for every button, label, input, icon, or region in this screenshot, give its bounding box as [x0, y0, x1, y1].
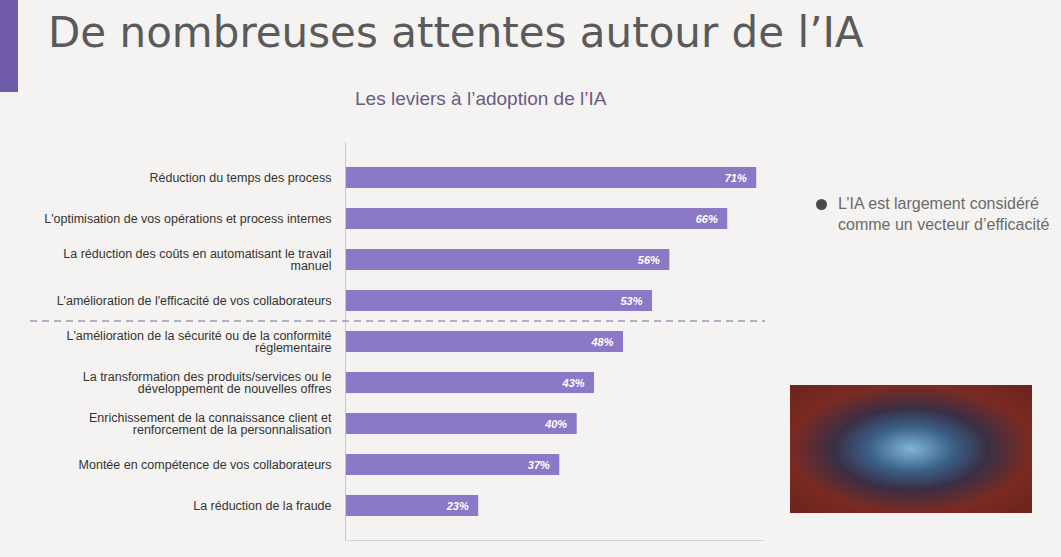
html-text:De nombreuses attentes autour: De nombreuses attentes autour de l’IA	[48, 8, 864, 57]
svg-text:48%: 48%	[590, 336, 613, 348]
svg-text:23%: 23%	[446, 500, 469, 512]
svg-text:L'optimisation de vos opératio: L'optimisation de vos opérations et proc…	[44, 212, 331, 226]
svg-text:L'amélioration de la sécurité: L'amélioration de la sécurité ou de la c…	[66, 329, 331, 356]
svg-text:40%: 40%	[544, 418, 567, 430]
svg-text:71%: 71%	[725, 172, 747, 184]
svg-text:La transformation des produits: La transformation des produits/services …	[83, 370, 332, 397]
svg-text:66%: 66%	[696, 213, 718, 225]
svg-text:Réduction du temps des process: Réduction du temps des process	[149, 171, 331, 185]
svg-text:La réduction de la fraude: La réduction de la fraude	[193, 499, 331, 513]
svg-text:43%: 43%	[562, 377, 585, 389]
svg-text:56%: 56%	[638, 254, 660, 266]
svg-text:Montée en compétence de vos co: Montée en compétence de vos collaborateu…	[79, 458, 332, 472]
svg-text:53%: 53%	[620, 295, 642, 307]
svg-text:L'amélioration de l'efficacité: L'amélioration de l'efficacité de vos co…	[57, 294, 332, 308]
svg-text:La réduction des coûts en auto: La réduction des coûts en automatisant l…	[63, 247, 331, 274]
svg-text:Enrichissement de la connaissa: Enrichissement de la connaissance client…	[89, 411, 332, 438]
html-text:L’IA est largement considéré c: L’IA est largement considéré comme un ve…	[838, 195, 1050, 233]
svg-text:37%: 37%	[528, 459, 550, 471]
html-text:Les leviers à l’adoption de l’: Les leviers à l’adoption de l’IA	[355, 88, 607, 109]
